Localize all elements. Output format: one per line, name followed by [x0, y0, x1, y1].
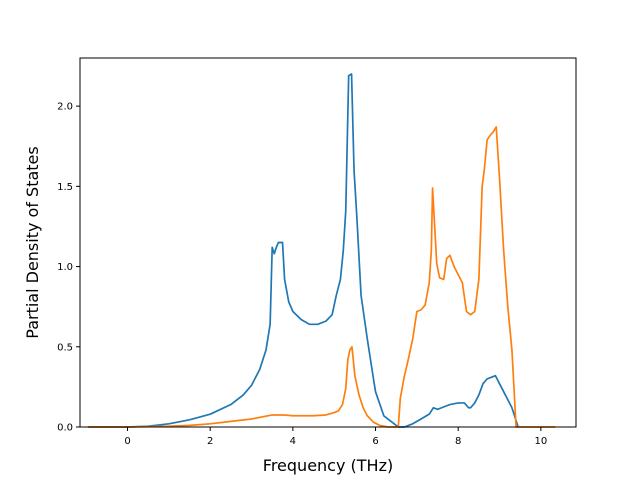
x-tick-label: 2 [207, 436, 213, 447]
y-tick-label: 1.0 [57, 262, 73, 273]
y-tick-label: 1.5 [57, 182, 73, 193]
plot-frame [79, 57, 577, 428]
x-tick-label: 4 [290, 436, 296, 447]
x-tick-label: 0 [124, 436, 130, 447]
series-layer [88, 73, 556, 428]
y-tick-label: 0.5 [57, 342, 73, 353]
series-line-1 [88, 73, 519, 428]
x-tick-label: 6 [372, 436, 378, 447]
y-tick-label: 0.0 [57, 423, 73, 434]
y-axis-label: Partial Density of States [23, 146, 42, 338]
x-tick-label: 10 [534, 436, 547, 447]
y-axis-ticks: 0.0 0.5 1.0 1.5 2.0 [57, 102, 80, 434]
series-line-2 [88, 126, 556, 428]
y-tick-label: 2.0 [57, 102, 73, 113]
x-axis-ticks: 0 2 4 6 8 10 [124, 427, 547, 447]
x-axis-label: Frequency (THz) [263, 456, 393, 475]
x-tick-label: 8 [455, 436, 461, 447]
